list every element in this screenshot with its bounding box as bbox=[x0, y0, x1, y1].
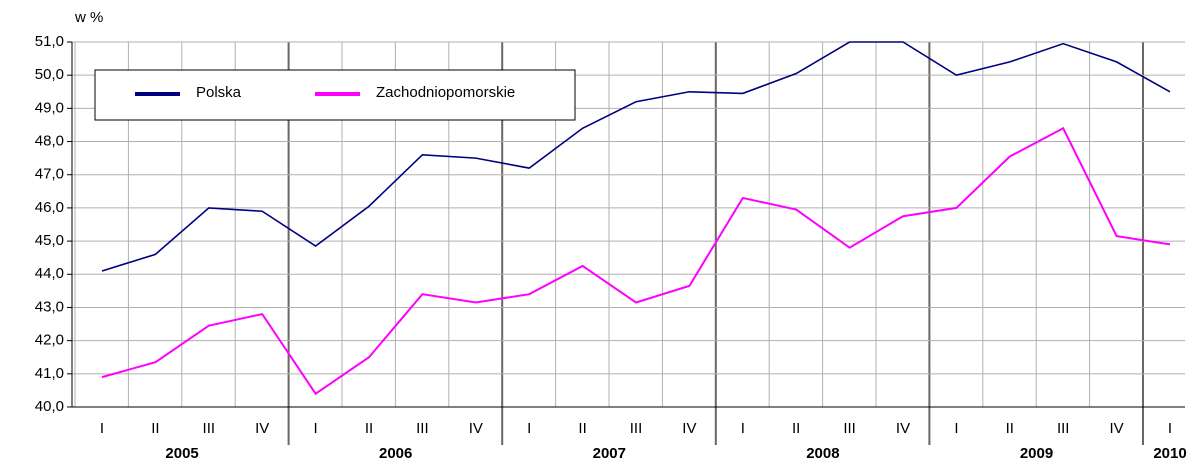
x-tick-label: I bbox=[527, 420, 531, 437]
x-tick-label: I bbox=[100, 420, 104, 437]
y-tick-label: 50,0 bbox=[35, 66, 64, 83]
year-label: 2008 bbox=[806, 445, 839, 462]
x-tick-label: IV bbox=[255, 420, 269, 437]
x-tick-label: III bbox=[203, 420, 216, 437]
x-tick-label: II bbox=[792, 420, 800, 437]
x-tick-label: II bbox=[151, 420, 159, 437]
year-label: 2010 bbox=[1153, 445, 1186, 462]
legend: Polska Zachodniopomorskie bbox=[94, 69, 576, 121]
y-tick-label: 46,0 bbox=[35, 199, 64, 216]
y-tick-label: 51,0 bbox=[35, 33, 64, 50]
y-axis-label: w % bbox=[74, 9, 103, 26]
x-tick-label: III bbox=[416, 420, 429, 437]
x-tick-label: IV bbox=[682, 420, 696, 437]
year-label: 2005 bbox=[165, 445, 198, 462]
year-label: 2007 bbox=[593, 445, 626, 462]
x-tick-label: III bbox=[843, 420, 856, 437]
x-tick-label: II bbox=[578, 420, 586, 437]
series-line bbox=[101, 41, 1171, 272]
x-tick-label: IV bbox=[896, 420, 910, 437]
y-tick-label: 41,0 bbox=[35, 365, 64, 382]
x-tick-label: III bbox=[630, 420, 643, 437]
x-tick-label: I bbox=[741, 420, 745, 437]
y-tick-label: 43,0 bbox=[35, 298, 64, 315]
x-tick-label: III bbox=[1057, 420, 1070, 437]
x-tick-label: II bbox=[365, 420, 373, 437]
year-label: 2006 bbox=[379, 445, 412, 462]
x-tick-label: IV bbox=[1110, 420, 1124, 437]
year-label: 2009 bbox=[1020, 445, 1053, 462]
y-tick-label: 49,0 bbox=[35, 99, 64, 116]
legend-label: Zachodniopomorskie bbox=[376, 84, 515, 101]
y-tick-label: 40,0 bbox=[35, 398, 64, 415]
x-tick-label: IV bbox=[469, 420, 483, 437]
x-tick-label: I bbox=[1168, 420, 1172, 437]
x-tick-label: I bbox=[314, 420, 318, 437]
x-tick-label: I bbox=[954, 420, 958, 437]
legend-label: Polska bbox=[196, 84, 242, 101]
y-tick-label: 42,0 bbox=[35, 332, 64, 349]
x-tick-label: II bbox=[1006, 420, 1014, 437]
y-tick-label: 47,0 bbox=[35, 166, 64, 183]
y-tick-label: 45,0 bbox=[35, 232, 64, 249]
series-line bbox=[101, 126, 1171, 396]
y-tick-label: 44,0 bbox=[35, 265, 64, 282]
y-tick-label: 48,0 bbox=[35, 133, 64, 150]
